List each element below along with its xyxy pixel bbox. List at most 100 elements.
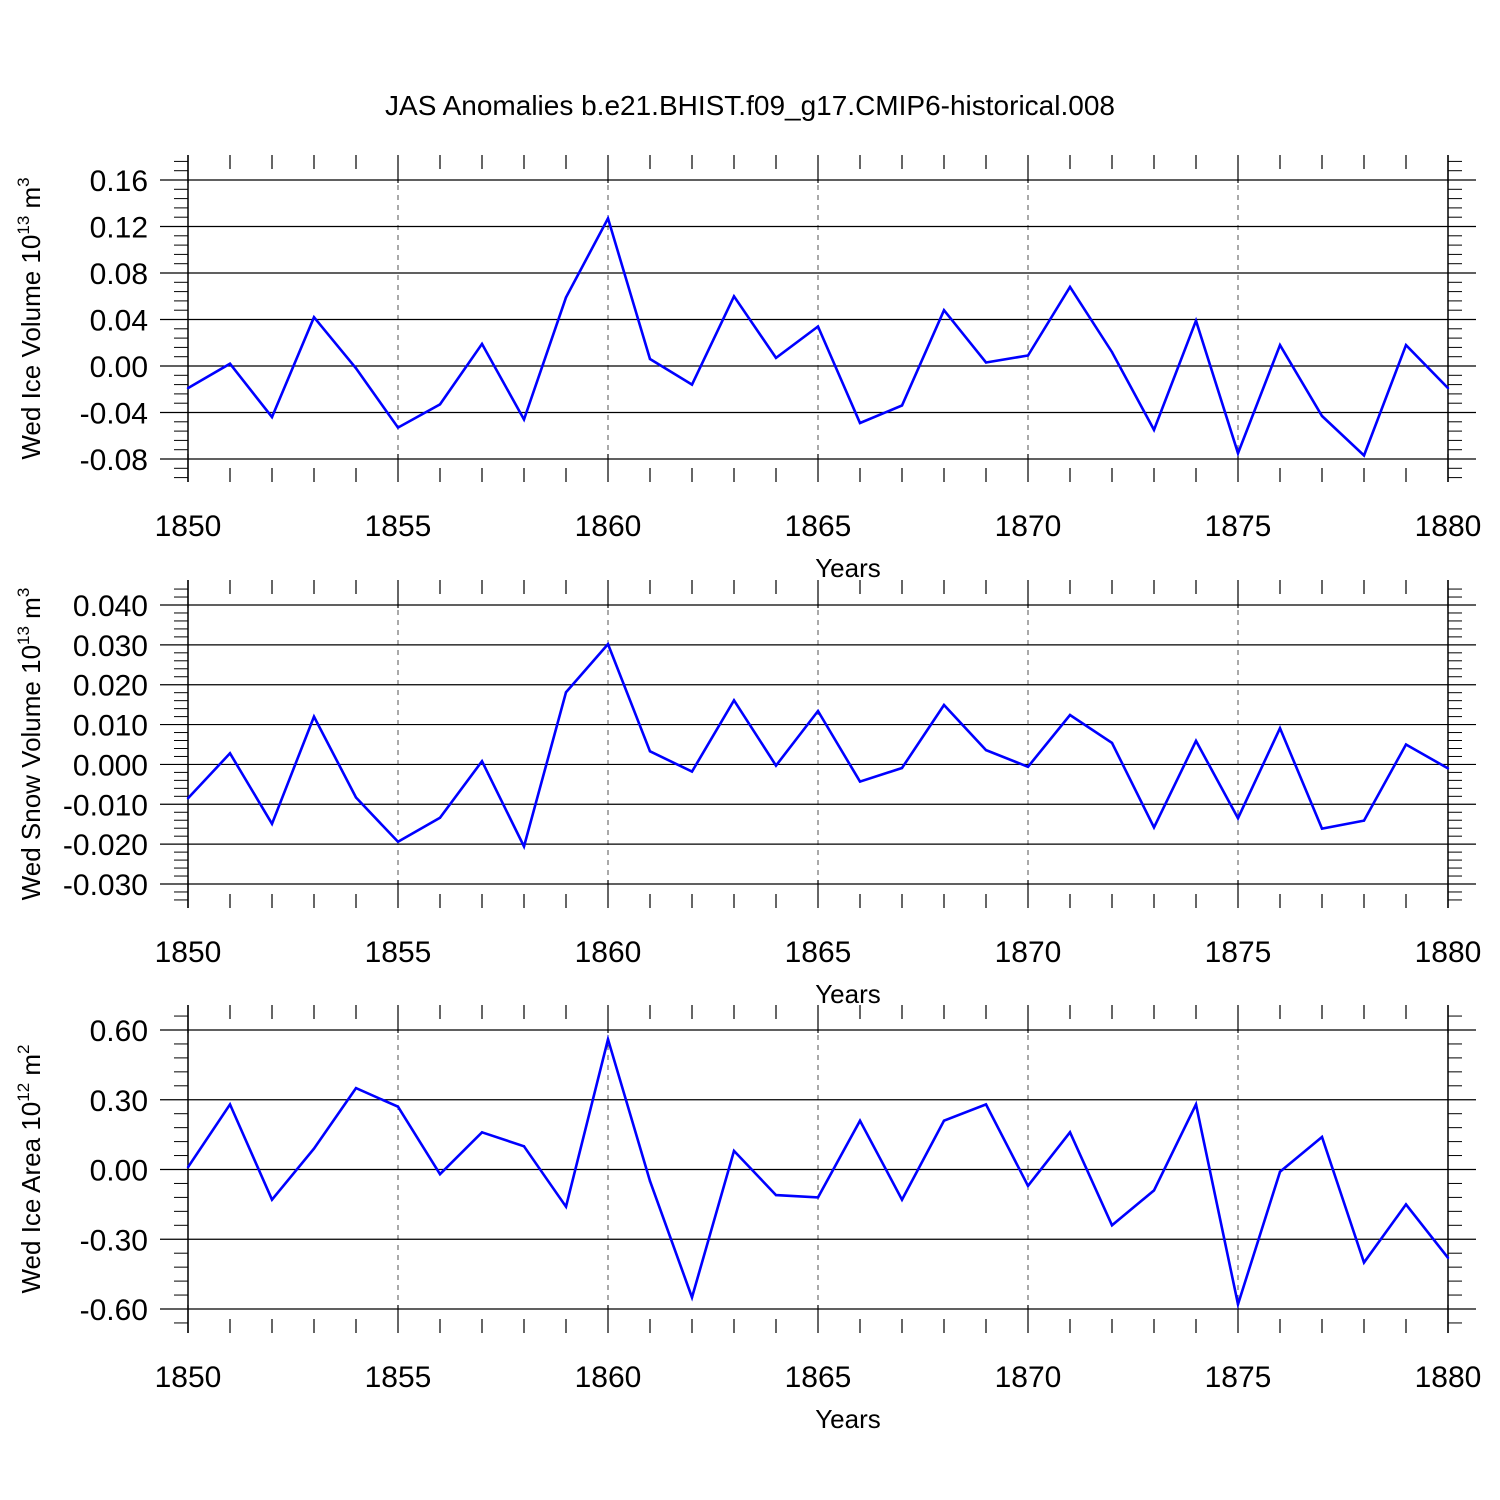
panel-ice-area: -0.60 -0.30 0.00 0.30 0.60 1850 1855 1860 1865 18… — [14, 1005, 1481, 1434]
data-point-snow-volume — [858, 780, 862, 783]
data-point-snow-volume — [984, 748, 988, 752]
y-tick-label-snow-volume: -0.010 — [63, 789, 148, 822]
data-point-ice-area — [606, 1038, 610, 1041]
data-point-snow-volume — [522, 845, 526, 848]
data-point-ice-volume — [816, 325, 820, 328]
data-point-ice-volume — [480, 342, 484, 346]
chart-panels: -0.08 -0.04 0.00 0.04 0.08 0.12 0.16 1850 1855 18… — [14, 155, 1481, 1434]
y-tick-label-snow-volume: 0.040 — [73, 590, 148, 623]
y-axis-title-part: 3 — [14, 177, 33, 186]
y-axis-title-part: 12 — [14, 1083, 33, 1102]
x-tick-label-ice-volume: 1855 — [365, 510, 432, 543]
data-point-snow-volume — [1026, 765, 1030, 769]
data-point-ice-volume — [438, 403, 442, 406]
data-point-snow-volume — [1236, 817, 1240, 820]
data-point-ice-volume — [1362, 454, 1366, 457]
panel-snow-volume: -0.030 -0.020 -0.010 0.000 0.010 0.020 0.030 0.… — [14, 580, 1481, 1009]
x-axis-title-ice-volume: Years — [815, 553, 881, 583]
data-point-snow-volume — [732, 699, 736, 702]
data-point-ice-volume — [1026, 354, 1030, 357]
data-point-snow-volume — [564, 691, 568, 694]
x-tick-label-snow-volume: 1875 — [1205, 936, 1272, 969]
data-point-ice-volume — [564, 296, 568, 299]
y-axis-title-snow-volume: Wed Snow Volume 1013 m3 — [14, 588, 46, 901]
data-point-snow-volume — [1068, 713, 1072, 717]
data-point-ice-area — [774, 1193, 778, 1197]
data-point-ice-area — [942, 1119, 946, 1122]
data-point-ice-area — [1194, 1103, 1198, 1106]
x-tick-label-ice-area: 1870 — [995, 1361, 1062, 1394]
y-axis-title-part: Wed Ice Volume 10 — [16, 235, 46, 460]
data-point-ice-area — [1110, 1224, 1114, 1227]
data-point-ice-volume — [1278, 343, 1282, 347]
x-tick-label-ice-area: 1860 — [575, 1361, 642, 1394]
chart-title: JAS Anomalies b.e21.BHIST.f09_g17.CMIP6-… — [385, 90, 1115, 121]
data-point-ice-area — [1320, 1135, 1324, 1139]
data-point-ice-volume — [270, 415, 274, 419]
data-point-ice-volume — [648, 357, 652, 361]
data-point-ice-area — [438, 1172, 442, 1176]
data-point-snow-volume — [900, 766, 904, 770]
data-point-ice-area — [1236, 1303, 1240, 1306]
data-point-snow-volume — [270, 822, 274, 826]
data-point-ice-volume — [984, 361, 988, 364]
data-point-ice-area — [648, 1179, 652, 1183]
data-point-snow-volume — [396, 840, 400, 843]
x-tick-label-snow-volume: 1865 — [785, 936, 852, 969]
data-point-snow-volume — [606, 642, 610, 646]
data-point-snow-volume — [1362, 819, 1366, 822]
data-point-ice-volume — [858, 421, 862, 425]
x-tick-label-ice-area: 1865 — [785, 1361, 852, 1394]
y-tick-label-ice-volume: 0.08 — [90, 258, 148, 291]
y-tick-label-snow-volume: 0.020 — [73, 670, 148, 703]
data-point-ice-area — [1404, 1203, 1408, 1206]
data-point-ice-volume — [1194, 319, 1198, 322]
x-tick-label-ice-volume: 1880 — [1415, 510, 1482, 543]
data-point-snow-volume — [648, 750, 652, 753]
data-point-ice-area — [900, 1198, 904, 1201]
data-point-ice-area — [1152, 1189, 1156, 1192]
y-tick-label-snow-volume: -0.020 — [63, 829, 148, 862]
y-tick-label-ice-volume: 0.12 — [90, 212, 148, 245]
x-axis-title-ice-area: Years — [815, 1404, 881, 1434]
x-tick-label-ice-volume: 1865 — [785, 510, 852, 543]
data-point-snow-volume — [1278, 726, 1282, 730]
data-point-ice-area — [690, 1296, 694, 1299]
data-point-ice-volume — [522, 418, 526, 421]
x-tick-label-snow-volume: 1860 — [575, 936, 642, 969]
data-point-snow-volume — [816, 709, 820, 713]
data-point-ice-area — [354, 1086, 358, 1090]
y-tick-label-ice-volume: 0.16 — [90, 165, 148, 198]
y-axis-title-part: 13 — [14, 216, 33, 235]
data-point-ice-volume — [312, 315, 316, 319]
data-point-ice-volume — [354, 367, 358, 370]
data-point-ice-area — [480, 1131, 484, 1134]
data-point-ice-area — [564, 1205, 568, 1208]
data-point-ice-area — [1278, 1170, 1282, 1174]
y-axis-title-part: Wed Ice Area 10 — [16, 1102, 46, 1294]
data-point-ice-volume — [900, 404, 904, 407]
y-axis-title-part: 2 — [14, 1044, 33, 1053]
data-point-ice-area — [984, 1103, 988, 1106]
data-point-ice-volume — [1320, 414, 1324, 418]
y-tick-label-ice-volume: -0.04 — [80, 398, 148, 431]
y-axis-title-ice-volume: Wed Ice Volume 1013 m3 — [14, 177, 46, 459]
y-tick-label-ice-area: -0.60 — [80, 1294, 148, 1327]
data-point-ice-volume — [1152, 428, 1156, 432]
y-tick-label-ice-area: -0.30 — [80, 1224, 148, 1257]
y-axis-title-part: m — [16, 187, 46, 216]
data-point-ice-area — [1446, 1256, 1450, 1260]
x-tick-label-snow-volume: 1870 — [995, 936, 1062, 969]
data-point-ice-area — [270, 1198, 274, 1201]
data-point-ice-volume — [774, 356, 778, 360]
data-point-ice-volume — [228, 362, 232, 365]
data-point-snow-volume — [1404, 743, 1408, 746]
y-tick-label-ice-area: 0.00 — [90, 1155, 148, 1188]
data-point-ice-volume — [396, 426, 400, 429]
data-point-snow-volume — [774, 764, 778, 767]
x-tick-label-ice-volume: 1875 — [1205, 510, 1272, 543]
data-point-ice-volume — [690, 383, 694, 386]
y-tick-label-snow-volume: 0.030 — [73, 630, 148, 663]
data-point-snow-volume — [690, 770, 694, 773]
